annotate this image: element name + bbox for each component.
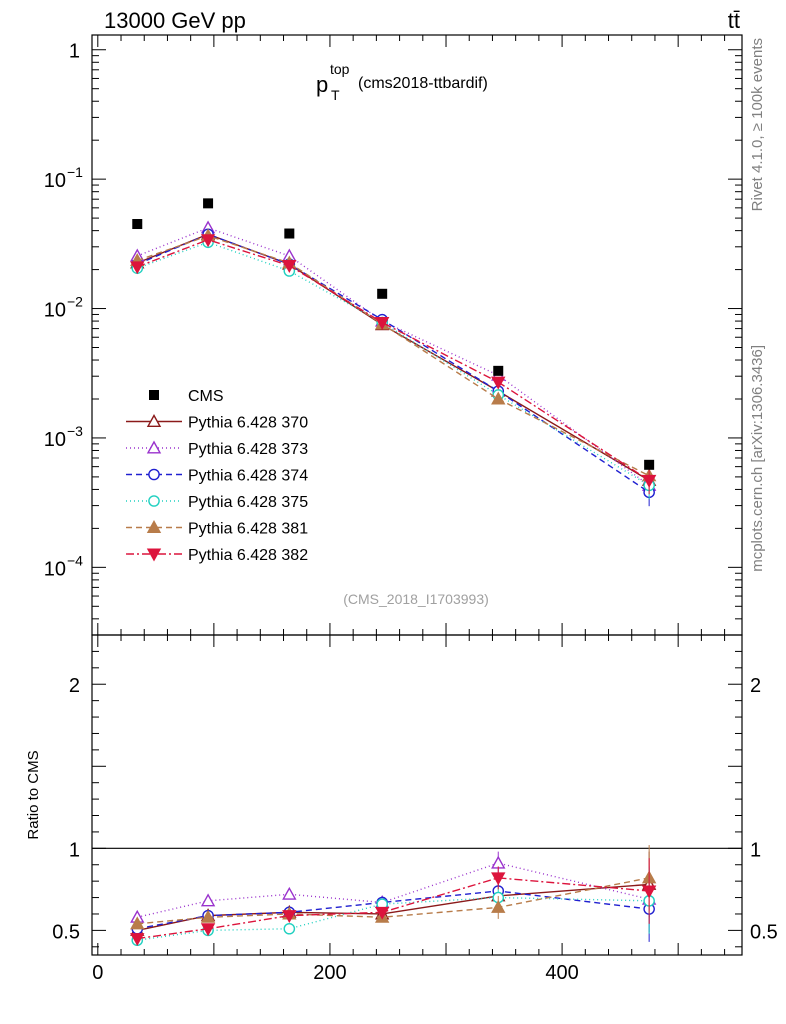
- ratio-point: [491, 899, 506, 913]
- ratio-y-tick-label: 2: [750, 675, 761, 697]
- ratio-point: [282, 910, 297, 924]
- process-label: tt̄: [728, 8, 740, 33]
- data-point: [493, 365, 504, 376]
- legend-label: Pythia 6.428 373: [188, 441, 308, 458]
- ratio-y-tick-label: 2: [69, 675, 80, 697]
- legend-label: CMS: [188, 388, 224, 405]
- ratio-y-tick-label: 1: [750, 839, 761, 861]
- energy-label: 13000 GeV pp: [104, 8, 246, 33]
- y-tick-label-base: 10: [44, 558, 66, 580]
- ratio-point: [491, 872, 506, 886]
- series-point: [491, 391, 506, 405]
- ratio-series: [92, 845, 742, 947]
- y-tick-label-base: 10: [44, 300, 66, 322]
- data-point: [203, 198, 214, 209]
- legend-marker: [146, 520, 162, 533]
- ratio-line: [137, 883, 650, 932]
- x-tick-label: 400: [545, 962, 578, 984]
- y-tick-label-exp: −2: [67, 294, 83, 310]
- legend-label: Pythia 6.428 375: [188, 494, 308, 511]
- series-line: [137, 239, 650, 481]
- x-tick-label: 200: [313, 962, 346, 984]
- y-tick-label: 10 −1: [44, 164, 83, 192]
- series-point: [374, 317, 390, 330]
- legend-item-2: Pythia 6.428 373: [126, 440, 308, 458]
- y-tick-label-exp: −1: [67, 164, 83, 180]
- title-sup: top: [330, 61, 350, 77]
- series-point: [130, 261, 145, 275]
- analysis-id: (CMS_2018_I1703993): [343, 591, 489, 607]
- ratio-point: [374, 906, 390, 920]
- y-tick-label: 10 −2: [44, 294, 83, 322]
- legend-item-6: Pythia 6.428 382: [126, 547, 308, 564]
- y-tick-label-exp: −4: [67, 552, 83, 568]
- legend-label: Pythia 6.428 374: [188, 468, 308, 485]
- ratio-y-tick-label: 1: [69, 839, 80, 861]
- data-point: [644, 459, 655, 470]
- y-tick-label: 10 −3: [44, 423, 83, 451]
- side-site-label: mcplots.cern.ch [arXiv:1306.3436]: [749, 345, 766, 572]
- data-point: [377, 288, 388, 299]
- ratio-line: [137, 877, 650, 940]
- legend-marker: [146, 548, 162, 562]
- ratio-series-6: [130, 858, 657, 947]
- y-tick-label-base: 1: [69, 41, 80, 63]
- ratio-point: [130, 916, 145, 930]
- series-6: [130, 234, 657, 495]
- ratio-point: [200, 923, 216, 937]
- data-point: [132, 219, 143, 230]
- ratio-plot-frame: [91, 634, 743, 956]
- ratio-line: [137, 862, 650, 918]
- plot-title: p top T (cms2018-ttbardif): [316, 61, 488, 103]
- ratio-y-tick-label: 0.5: [750, 921, 778, 943]
- y-tick-label: 10 −4: [44, 552, 83, 580]
- legend-marker: [149, 390, 159, 400]
- ratio-point: [641, 885, 657, 899]
- legend-item-5: Pythia 6.428 381: [126, 520, 308, 538]
- y-tick-label-base: 10: [44, 429, 66, 451]
- series-point: [491, 376, 506, 390]
- data-point: [284, 228, 295, 239]
- ratio-line: [137, 890, 650, 930]
- title-tag: (cms2018-ttbardif): [358, 75, 488, 92]
- y-tick-label-base: 10: [44, 170, 66, 192]
- x-tick-label: 0: [92, 962, 103, 984]
- side-rivet-label: Rivet 4.1.0, ≥ 100k events: [749, 38, 766, 211]
- legend-item-1: Pythia 6.428 370: [126, 414, 308, 432]
- legend-label: Pythia 6.428 370: [188, 415, 308, 432]
- ratio-point: [200, 893, 216, 907]
- title-sub: T: [331, 87, 340, 103]
- legend-label: Pythia 6.428 381: [188, 521, 308, 538]
- legend-marker: [148, 495, 160, 507]
- series-point: [200, 234, 216, 248]
- legend-marker: [146, 414, 162, 427]
- legend-label: Pythia 6.428 382: [188, 547, 308, 564]
- ratio-point: [283, 922, 296, 935]
- ratio-line: [137, 896, 650, 941]
- legend-marker: [148, 468, 160, 481]
- title-main: p: [316, 72, 328, 97]
- ratio-point: [200, 909, 216, 923]
- y-tick-label-exp: −3: [67, 423, 83, 439]
- series-line: [137, 235, 650, 477]
- ratio-point: [282, 886, 297, 900]
- series-point: [641, 474, 657, 488]
- series-point: [282, 260, 297, 273]
- legend-item-data: CMS: [149, 388, 224, 405]
- legend-item-3: Pythia 6.428 374: [126, 468, 308, 485]
- y-tick-label: 1: [69, 41, 80, 63]
- legend-marker: [146, 440, 162, 454]
- legend: CMS Pythia 6.428 370 Pythia 6.428 373 Pythi…: [126, 388, 308, 564]
- main-series: [130, 198, 657, 507]
- data-points: [132, 198, 655, 470]
- ratio-y-tick-label: 0.5: [52, 921, 80, 943]
- ratio-axis-label: Ratio to CMS: [25, 750, 42, 839]
- ratio-point: [130, 933, 145, 947]
- legend-item-4: Pythia 6.428 375: [126, 494, 308, 511]
